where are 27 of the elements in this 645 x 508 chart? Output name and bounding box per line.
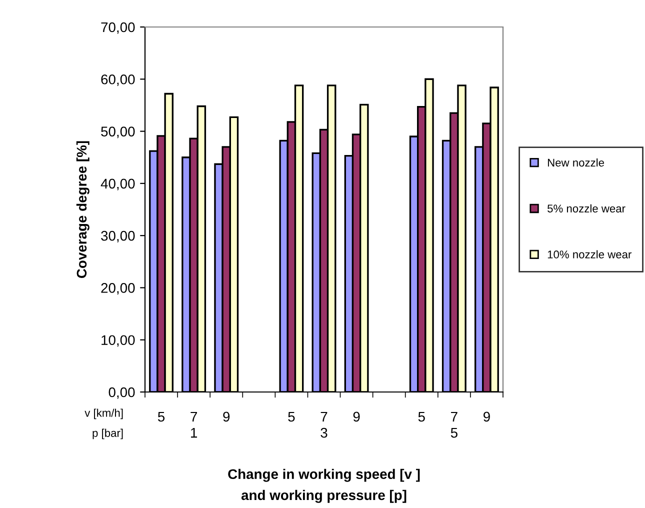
legend-label: 5% nozzle wear [548,204,626,212]
y-tick-label: 40,00 [100,178,135,190]
x-tick-label: 5 [418,412,425,422]
x-tick-label: 9 [223,412,230,422]
legend-label: New nozzle [548,158,604,167]
text: 1 [191,428,198,438]
x-tick-label: 9 [484,412,490,422]
y-tick-label: 20,00 [101,283,135,295]
y-tick-label: 0,00 [108,387,135,399]
legend-label: 10% nozzle wear [548,250,632,258]
x-tick-label: 5 [288,412,295,422]
x-axis-title: Change in working speed [v ] and working pressure [p] [228,468,420,503]
y-tick-label: 30,00 [101,230,135,242]
x-tick-label: 7 [190,412,197,422]
text: v [km/h] [84,408,123,420]
y-tick-label: 10,00 [102,335,135,347]
y-tick-label: 60,00 [101,74,135,86]
y-axis-title: Coverage degree [%] [76,141,90,278]
text: p [bar] [92,428,123,440]
y-tick-label: 50,00 [101,126,135,138]
x-tick-label: 9 [353,412,360,422]
x-tick-label: 5 [158,412,165,422]
x-tick-label: 7 [320,412,328,422]
text: 5 [450,428,458,438]
text: 3 [320,428,328,438]
y-tick-label: 70,00 [101,22,135,34]
x-tick-label: 7 [451,412,458,422]
